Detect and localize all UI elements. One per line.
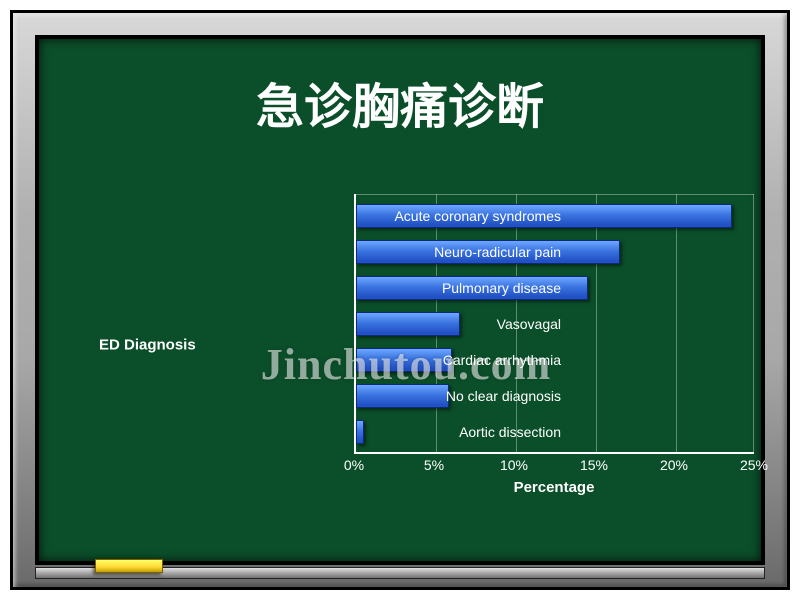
x-tick-label: 20%	[660, 457, 688, 473]
category-label: Cardiac arrhythmia	[443, 352, 561, 368]
category-label: Neuro-radicular pain	[434, 244, 561, 260]
gridline	[596, 194, 597, 452]
category-label: No clear diagnosis	[446, 388, 561, 404]
x-tick-label: 10%	[500, 457, 528, 473]
gridline	[676, 194, 677, 452]
x-tick-label: 0%	[344, 457, 364, 473]
bar	[356, 348, 452, 372]
bar-row	[356, 384, 449, 408]
category-label: Acute coronary syndromes	[394, 208, 561, 224]
category-label: Aortic dissection	[459, 424, 561, 440]
title-text: 急诊胸痛诊断	[256, 81, 544, 134]
bar-row	[356, 420, 364, 444]
y-axis-title: ED Diagnosis	[99, 337, 196, 354]
bar	[356, 420, 364, 444]
x-tick-label: 25%	[740, 457, 768, 473]
bar	[356, 312, 460, 336]
chalk-stick	[95, 559, 163, 573]
plot-right-border	[753, 194, 754, 452]
bar-row	[356, 312, 460, 336]
chalkboard-frame: 急诊胸痛诊断 ED Diagnosis Percentage Jinchutou…	[10, 10, 790, 590]
category-label: Pulmonary disease	[442, 280, 561, 296]
page-title: 急诊胸痛诊断	[39, 67, 761, 137]
chalkboard: 急诊胸痛诊断 ED Diagnosis Percentage Jinchutou…	[35, 35, 765, 565]
x-axis-title: Percentage	[354, 479, 754, 496]
x-tick-label: 5%	[424, 457, 444, 473]
bar-row	[356, 348, 452, 372]
x-tick-label: 15%	[580, 457, 608, 473]
bar	[356, 384, 449, 408]
category-label: Vasovagal	[497, 316, 561, 332]
plot-top-border	[356, 194, 754, 195]
chart: ED Diagnosis Percentage Jinchutou.com 0%…	[99, 189, 713, 501]
